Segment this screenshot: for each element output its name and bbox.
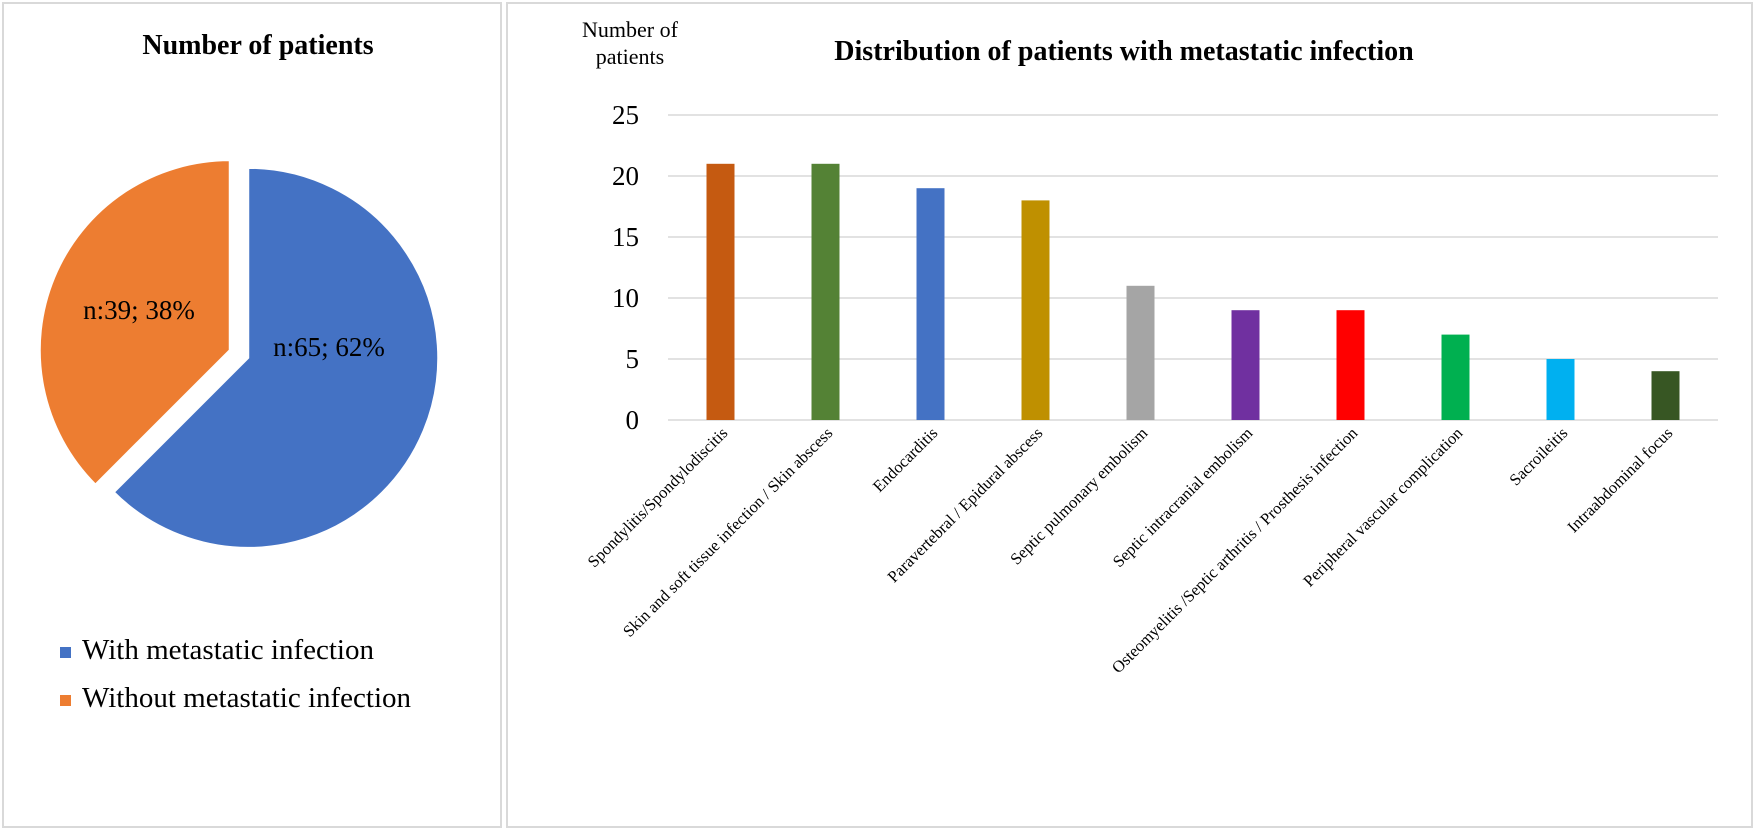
y-axis-label: Number of patients — [582, 17, 679, 69]
x-tick-label-skin-and-soft-tissue-infection-skin-abscess: Skin and soft tissue infection / Skin ab… — [619, 423, 836, 640]
pie-slice-with-metastatic-infection — [112, 166, 440, 549]
pie-slice-without-metastatic-infection — [38, 159, 231, 486]
pie-chart: Number of patients n:65; 62% n:39; 38% Wi… — [38, 30, 440, 714]
bar-septic-intracranial-embolism — [1231, 310, 1260, 420]
bar-spondylitis-spondylodiscitis — [706, 163, 735, 421]
x-tick-label-sacroileitis: Sacroileitis — [1505, 423, 1571, 489]
y-tick-label-25: 25 — [612, 100, 639, 130]
pie-chart-panel: Number of patients n:65; 62% n:39; 38% Wi… — [2, 2, 502, 828]
x-tick-label-osteomyelitis-septic-arthritis-prosthesis-infection: Osteomyelitis /Septic arthritis / Prosth… — [1108, 423, 1362, 677]
y-tick-label-5: 5 — [626, 344, 640, 374]
x-tick-label-intraabdominal-focus: Intraabdominal focus — [1563, 423, 1676, 536]
x-tick-label-endocarditis: Endocarditis — [869, 423, 941, 495]
bar-osteomyelitis-septic-arthritis-prosthesis-infection — [1336, 310, 1365, 420]
bar-chart-panel: Distribution of patients with metastatic… — [506, 2, 1753, 828]
bar-septic-pulmonary-embolism — [1126, 285, 1155, 420]
bar-paravertebral-epidural-abscess — [1021, 200, 1050, 420]
legend-label-with-metastatic-infection: With metastatic infection — [82, 634, 374, 666]
bar-endocarditis — [916, 188, 945, 420]
legend-label-without-metastatic-infection: Without metastatic infection — [82, 682, 412, 714]
y-axis-title: Number of patients — [582, 17, 679, 69]
pie-chart-title: Number of patients — [142, 30, 373, 61]
y-tick-label-0: 0 — [626, 405, 640, 435]
bar-intraabdominal-focus — [1651, 371, 1680, 420]
bar-chart-title: Distribution of patients with metastatic… — [834, 36, 1414, 67]
y-tick-label-20: 20 — [612, 161, 639, 191]
legend-swatch-without-metastatic-infection — [60, 695, 71, 706]
y-tick-label-10: 10 — [612, 283, 639, 313]
legend-swatch-with-metastatic-infection — [60, 647, 71, 658]
pie-slice-label-without-metastatic-infection: n:39; 38% — [83, 295, 195, 325]
y-tick-label-15: 15 — [612, 222, 639, 252]
bar-peripheral-vascular-complication — [1441, 334, 1470, 420]
pie-slice-label-with-metastatic-infection: n:65; 62% — [273, 332, 385, 362]
bar-chart: Distribution of patients with metastatic… — [582, 17, 1718, 677]
bar-sacroileitis — [1546, 359, 1575, 420]
bar-skin-and-soft-tissue-infection-skin-abscess — [811, 163, 840, 421]
